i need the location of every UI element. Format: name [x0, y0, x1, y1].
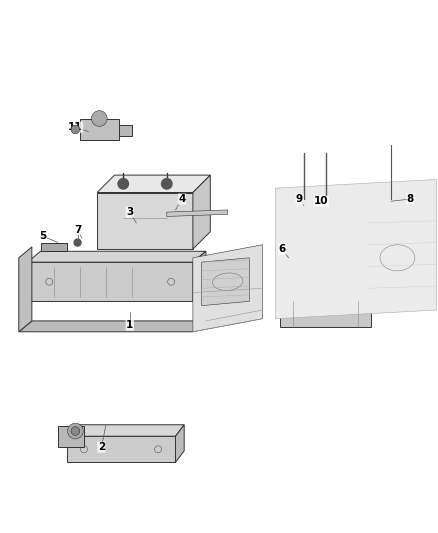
Circle shape: [67, 423, 83, 439]
Text: 4: 4: [178, 194, 186, 204]
Polygon shape: [276, 180, 437, 319]
Text: 11: 11: [68, 122, 83, 132]
Polygon shape: [358, 199, 367, 301]
Polygon shape: [19, 321, 206, 332]
Polygon shape: [193, 245, 262, 332]
Polygon shape: [67, 425, 184, 436]
Polygon shape: [19, 247, 32, 332]
Text: 2: 2: [98, 442, 105, 452]
Circle shape: [118, 179, 128, 189]
Circle shape: [71, 125, 80, 134]
Polygon shape: [284, 199, 367, 206]
Polygon shape: [280, 301, 371, 327]
Polygon shape: [193, 175, 210, 249]
Polygon shape: [41, 243, 67, 251]
Text: 9: 9: [296, 194, 303, 204]
Polygon shape: [97, 192, 193, 249]
Polygon shape: [167, 210, 228, 216]
Text: 6: 6: [279, 244, 286, 254]
Text: 10: 10: [314, 196, 328, 206]
Text: 8: 8: [407, 194, 414, 204]
Polygon shape: [80, 118, 119, 140]
Circle shape: [74, 239, 81, 246]
Text: 1: 1: [126, 320, 134, 330]
Text: 7: 7: [74, 224, 81, 235]
Polygon shape: [201, 258, 250, 305]
Polygon shape: [67, 436, 176, 462]
Text: 3: 3: [126, 207, 134, 217]
Polygon shape: [28, 251, 206, 262]
Text: 5: 5: [39, 231, 46, 241]
Polygon shape: [119, 125, 132, 136]
Polygon shape: [284, 206, 358, 301]
Circle shape: [71, 426, 80, 435]
Circle shape: [92, 111, 107, 126]
Polygon shape: [28, 262, 193, 301]
Polygon shape: [58, 426, 84, 447]
Polygon shape: [97, 175, 210, 192]
Polygon shape: [176, 425, 184, 462]
Polygon shape: [193, 251, 206, 301]
Circle shape: [162, 179, 172, 189]
